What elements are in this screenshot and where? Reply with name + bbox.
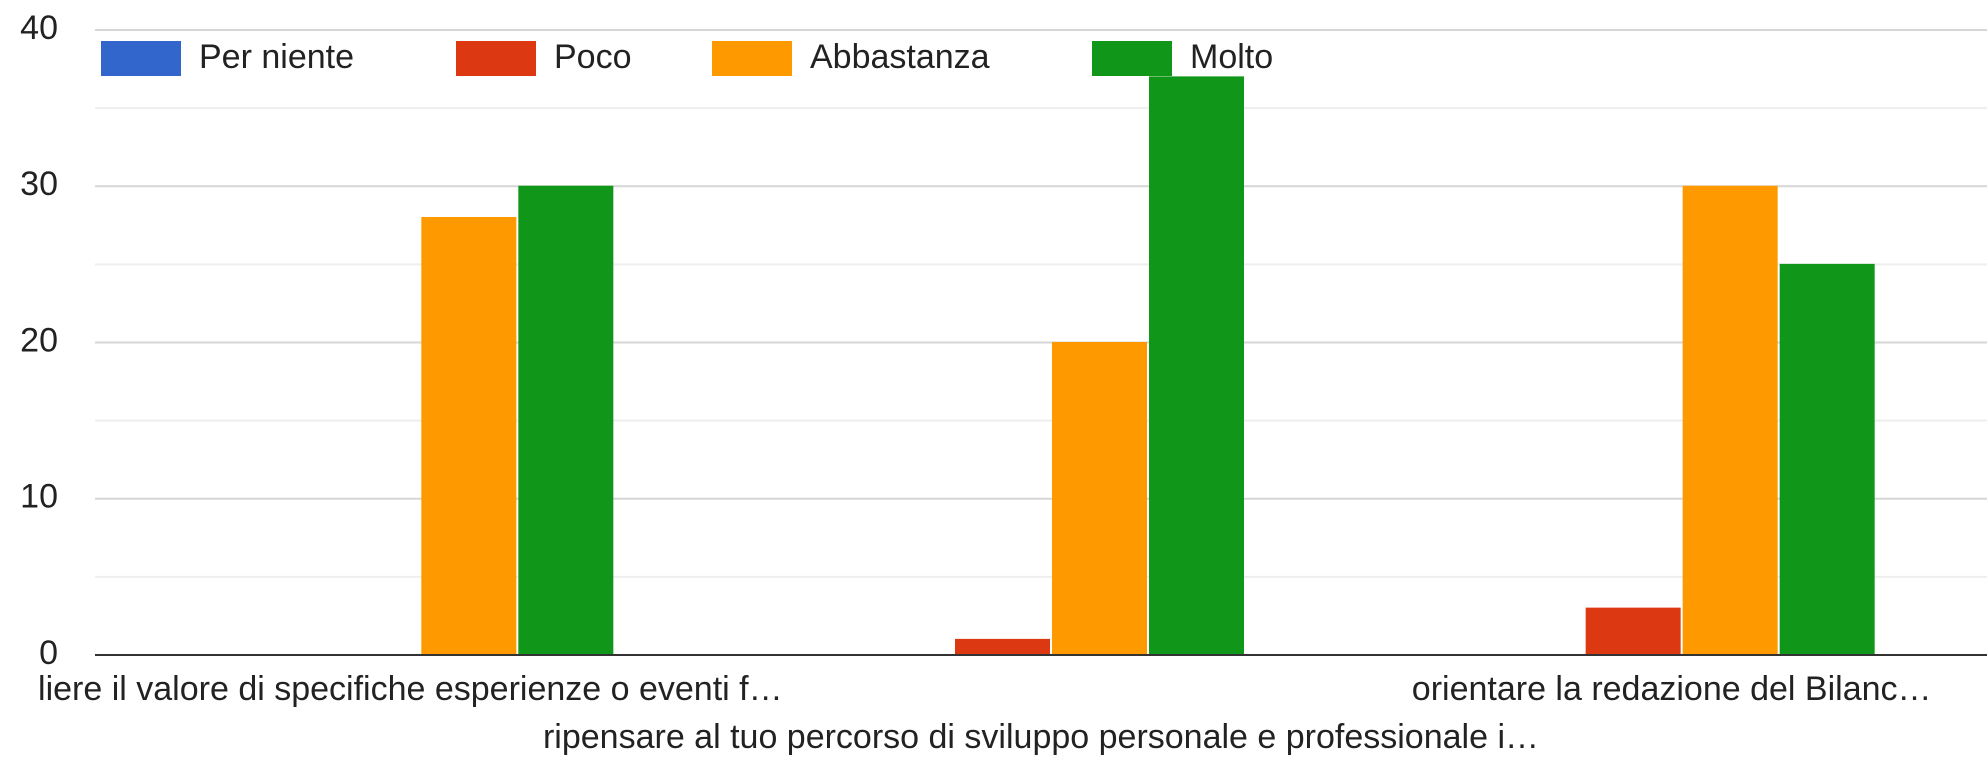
bar: [955, 638, 1050, 656]
bar: [1682, 185, 1778, 656]
bar: [518, 185, 614, 656]
legend-swatch: [456, 41, 536, 76]
bar: [421, 217, 517, 656]
y-tick-label: 30: [20, 165, 58, 203]
bar: [1585, 607, 1681, 656]
y-tick-label: 0: [39, 634, 58, 672]
y-tick-label: 10: [20, 478, 58, 516]
bar: [1779, 263, 1875, 656]
y-tick-label: 40: [20, 9, 58, 47]
x-tick-label: orientare la redazione del Bilanc…: [1412, 670, 1932, 708]
legend-swatch: [1092, 41, 1172, 76]
legend-label: Molto: [1190, 38, 1273, 76]
legend-label: Per niente: [199, 38, 354, 76]
legend-swatch: [101, 41, 181, 76]
bar: [1149, 76, 1244, 656]
x-tick-label: liere il valore di specifiche esperienze…: [38, 670, 783, 708]
bar: [1052, 342, 1147, 656]
y-tick-label: 20: [20, 321, 58, 359]
legend-swatch: [712, 41, 792, 76]
legend-label: Poco: [554, 38, 632, 76]
x-tick-label: ripensare al tuo percorso di sviluppo pe…: [543, 718, 1539, 756]
legend-label: Abbastanza: [810, 38, 990, 76]
